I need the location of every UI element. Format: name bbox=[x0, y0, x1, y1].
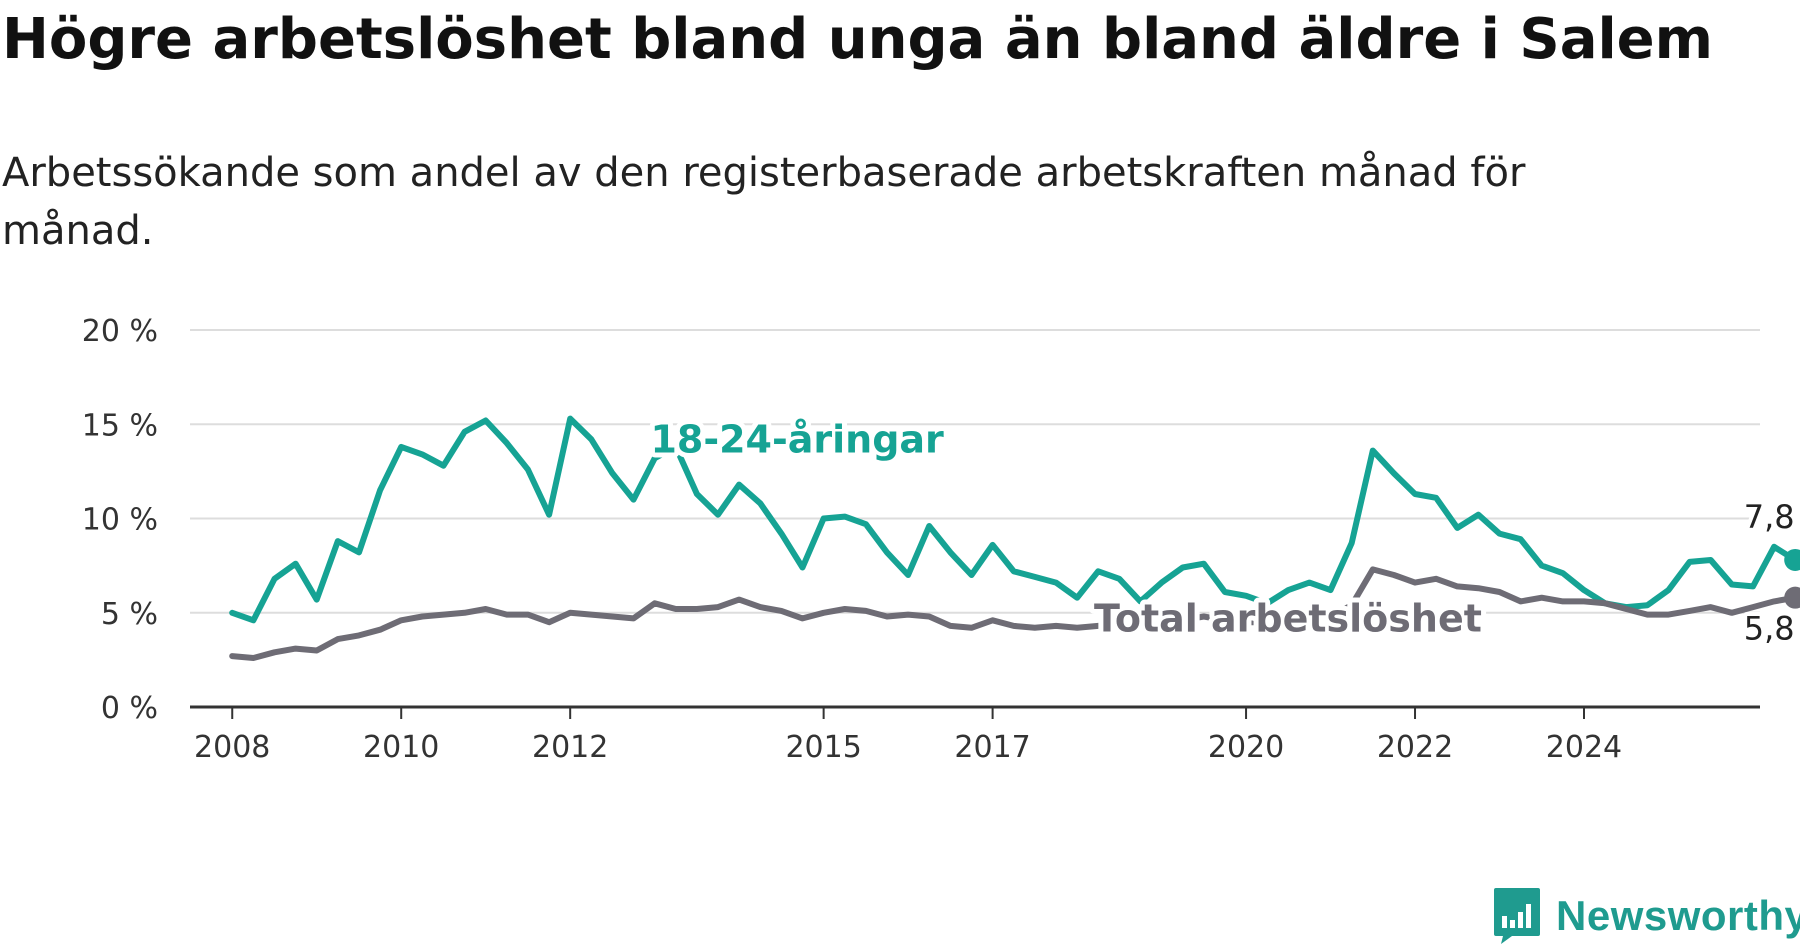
x-tick-label: 2020 bbox=[1208, 730, 1284, 765]
line-chart: 0 %5 %10 %15 %20 % 2008 2010 2012 2015 2017 2… bbox=[82, 314, 1800, 765]
newsworthy-brand: Newsworthy bbox=[1492, 886, 1800, 946]
chart-subtitle: Arbetssökande som andel av den registerb… bbox=[2, 150, 1526, 254]
series-label-halo: 18-24-åringar bbox=[650, 418, 944, 462]
x-tick-label: 2024 bbox=[1546, 730, 1622, 765]
y-axis-tick-labels: 0 % 5 % 10 % 15 % 20 % bbox=[82, 314, 158, 726]
x-tick-label: 2008 bbox=[194, 730, 270, 765]
chart-title: Högre arbetslöshet bland unga än bland ä… bbox=[2, 7, 1714, 72]
series-end-marker-1 bbox=[1784, 586, 1800, 609]
series-end-marker-0 bbox=[1784, 548, 1800, 571]
series-label: 18-24-åringar bbox=[650, 418, 944, 462]
x-tick-label: 2022 bbox=[1377, 730, 1453, 765]
x-tick-label: 2012 bbox=[532, 730, 608, 765]
y-tick-label: 5 % bbox=[101, 597, 158, 632]
series-line-1 bbox=[229, 566, 1799, 661]
end-value-label: 7,8 % bbox=[1744, 498, 1800, 536]
end-value-label: 5,8 % bbox=[1744, 610, 1800, 648]
series-lines bbox=[229, 415, 1800, 661]
y-tick-label: 0 % bbox=[101, 691, 158, 726]
x-tick-label: 2010 bbox=[363, 730, 439, 765]
end-value-label-halo: 7,8 % bbox=[1744, 498, 1800, 536]
x-tick-label: 2015 bbox=[785, 730, 861, 765]
y-tick-label: 20 % bbox=[82, 314, 158, 349]
x-axis: 2008 2010 2012 2015 2017 2020 2022 2024 bbox=[190, 705, 1760, 765]
x-tick-label: 2017 bbox=[954, 730, 1030, 765]
newsworthy-logo-icon bbox=[1494, 888, 1540, 944]
brand-name: Newsworthy bbox=[1556, 892, 1800, 939]
series-label: Total arbetslöshet bbox=[1094, 597, 1482, 641]
y-tick-label: 10 % bbox=[82, 503, 158, 538]
y-tick-label: 15 % bbox=[82, 408, 158, 443]
series-label-halo: Total arbetslöshet bbox=[1094, 597, 1482, 641]
series-line-0 bbox=[229, 415, 1799, 624]
end-value-label-halo: 5,8 % bbox=[1744, 610, 1800, 648]
